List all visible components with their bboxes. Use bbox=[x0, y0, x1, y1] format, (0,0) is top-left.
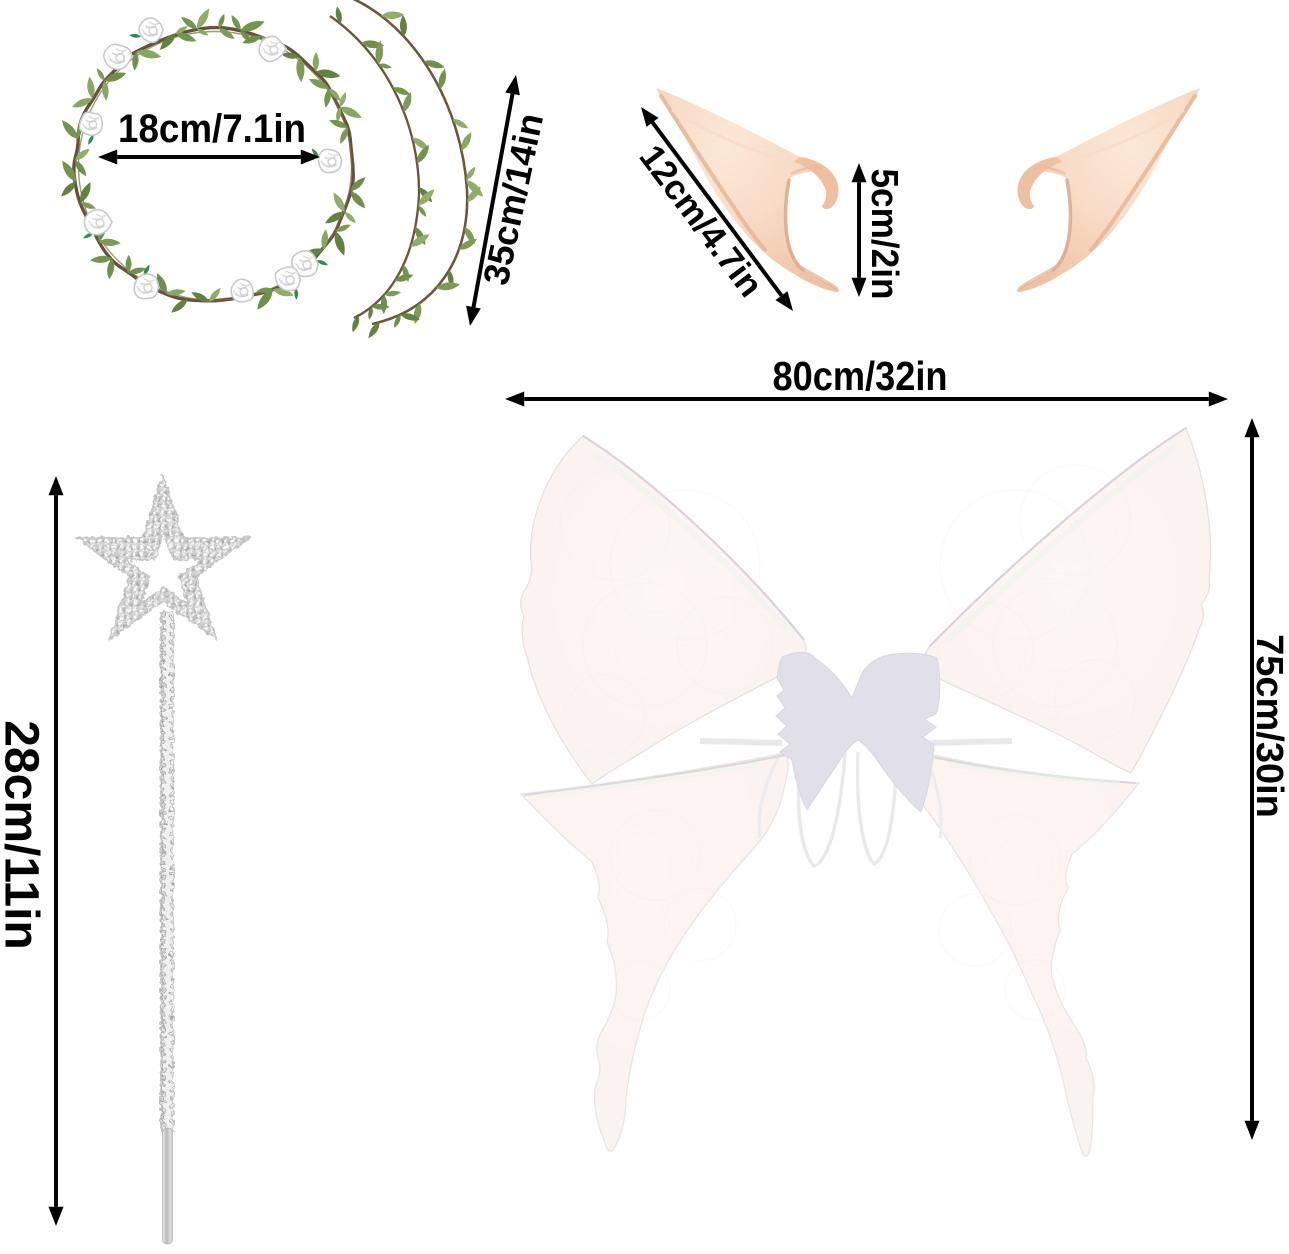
svg-text:80cm/32in: 80cm/32in bbox=[773, 353, 948, 399]
svg-text:75cm/30in: 75cm/30in bbox=[1248, 634, 1289, 818]
svg-text:35cm/14in: 35cm/14in bbox=[475, 110, 551, 289]
svg-text:18cm/7.1in: 18cm/7.1in bbox=[118, 107, 306, 151]
svg-text:5cm/2in: 5cm/2in bbox=[863, 169, 905, 300]
svg-text:28cm/11in: 28cm/11in bbox=[0, 720, 48, 950]
